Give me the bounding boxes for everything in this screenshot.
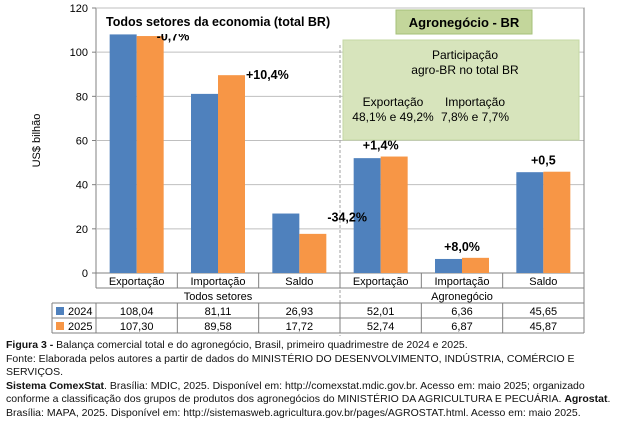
x-category-label-1: Exportação	[109, 276, 165, 288]
comex-text: . Brasília: MDIC, 2025. Disponível em: h…	[6, 379, 585, 406]
left-title-box	[101, 10, 339, 34]
comex-title: Sistema ComexStat	[6, 379, 105, 392]
participation-box	[342, 39, 580, 141]
change-label-6: +0,5	[531, 154, 556, 168]
table-value-2025-1: 107,30	[120, 321, 154, 333]
caption-source-line: Fonte: Elaborada pelos autores a partir …	[6, 352, 575, 379]
bar-2024-1	[109, 34, 137, 273]
x-category-label-2: Importação	[190, 276, 245, 288]
y-tick-label: 0	[82, 268, 88, 280]
table-value-2025-2: 89,58	[204, 321, 232, 333]
chart: 0 20 40 60 80 100 120 US$ bilhão Participaçãoagr…	[31, 3, 585, 336]
participation-import-label: Importação	[445, 95, 505, 109]
y-tick-label: 60	[76, 136, 88, 148]
bar-2025-2	[218, 75, 245, 274]
bar-2024-2	[191, 93, 218, 273]
participation-title-line1: Participação	[432, 48, 498, 62]
bar-2025-6	[543, 171, 571, 273]
change-label-4: +1,4%	[363, 139, 399, 153]
right-title-box	[395, 9, 533, 35]
y-tick-label: 20	[76, 224, 88, 236]
x-category-label-6: Saldo	[529, 276, 557, 288]
change-label-3: -34,2%	[327, 211, 367, 225]
figure-caption: Figura 3 - Balança comercial total e do …	[6, 339, 618, 420]
caption-reference-line: Sistema ComexStat. Brasília: MDIC, 2025.…	[6, 380, 618, 421]
table-value-2025-4: 52,74	[367, 321, 395, 333]
bar-2024-5	[435, 258, 462, 273]
participation-import-value: 7,8% e 7,7%	[441, 110, 509, 124]
bar-2025-4	[380, 156, 408, 273]
bar-2024-4	[353, 158, 381, 273]
y-tick-label: 100	[70, 47, 88, 59]
table-value-2024-5: 6,36	[451, 306, 472, 318]
table-value-2025-3: 17,72	[286, 321, 314, 333]
legend-swatch-2025	[56, 322, 64, 330]
change-label-2: +10,4%	[246, 68, 289, 82]
caption-figure-line: Figura 3 - Balança comercial total e do …	[6, 339, 618, 353]
bar-2024-6	[516, 172, 544, 273]
bar-2025-3	[299, 233, 327, 273]
left-panel-title: Todos setores da economia (total BR)	[106, 15, 330, 29]
x-category-label-3: Saldo	[285, 276, 313, 288]
bar-2025-5	[462, 257, 489, 273]
legend-label-2024: 2024	[68, 306, 92, 318]
y-axis-title: US$ bilhão	[31, 114, 43, 168]
table-value-2024-3: 26,93	[286, 306, 314, 318]
right-panel-title: Agronegócio - BR	[409, 15, 520, 30]
x-group-label: Todos setores	[184, 291, 253, 303]
figure-label: Figura 3 -	[6, 339, 54, 351]
table-value-2024-6: 45,65	[530, 306, 558, 318]
participation-export-value: 48,1% e 49,2%	[352, 110, 434, 124]
figure-text: Balança comercial total e do agronegócio…	[53, 339, 468, 351]
x-group-label: Agronegócio	[431, 291, 493, 303]
legend-label-2025: 2025	[68, 321, 92, 333]
bar-2024-3	[272, 213, 300, 273]
x-category-label-4: Exportação	[353, 276, 409, 288]
agrostat-text: . Brasília: MAPA, 2025. Disponível em: h…	[6, 393, 611, 419]
table-value-2024-4: 52,01	[367, 306, 395, 318]
bar-2025-1	[136, 36, 164, 273]
y-tick-label: 80	[76, 91, 88, 103]
table-value-2024-1: 108,04	[120, 306, 154, 318]
table-value-2025-5: 6,87	[451, 321, 472, 333]
participation-export-label: Exportação	[363, 95, 424, 109]
agrostat-title: Agrostat	[564, 393, 608, 405]
participation-title-line2: agro-BR no total BR	[411, 63, 519, 77]
y-tick-label: 40	[76, 180, 88, 192]
legend-swatch-2024	[56, 307, 64, 315]
table-value-2024-2: 81,11	[205, 306, 232, 318]
x-category-label-5: Importação	[434, 276, 489, 288]
y-tick-label: 120	[70, 3, 88, 15]
change-label-5: +8,0%	[444, 240, 480, 254]
table-value-2025-6: 45,87	[530, 321, 558, 333]
